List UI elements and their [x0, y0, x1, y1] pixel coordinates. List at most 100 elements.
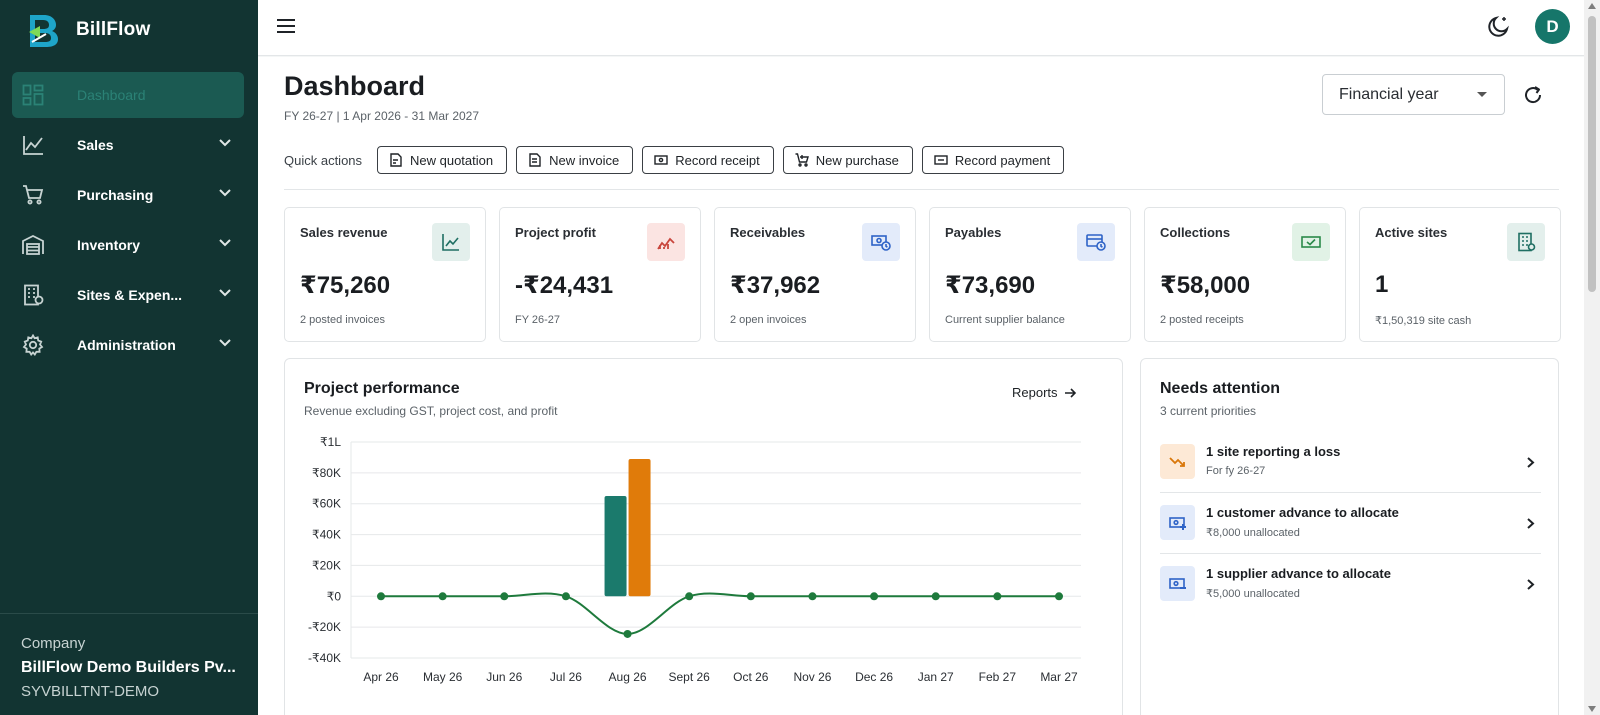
- line-point: [1055, 592, 1063, 601]
- sidebar-item-administration[interactable]: Administration: [12, 322, 244, 368]
- x-tick-label: Sept 26: [668, 670, 710, 684]
- attention-item-customer-advance[interactable]: 1 customer advance to allocate ₹8,000 un…: [1160, 493, 1541, 554]
- x-tick-label: Oct 26: [733, 670, 769, 684]
- new-quotation-label: New quotation: [410, 152, 494, 168]
- line-point: [870, 592, 879, 601]
- kpi-value: ₹75,260: [300, 272, 391, 299]
- dashboard-grid-icon: [20, 82, 46, 108]
- trend-up-icon: [432, 223, 470, 261]
- scroll-up-arrow-icon[interactable]: [1588, 3, 1596, 9]
- x-tick-label: Mar 27: [1040, 670, 1078, 684]
- kpi-card-collections[interactable]: Collections ₹58,000 2 posted receipts: [1144, 207, 1346, 342]
- line-point: [808, 592, 817, 601]
- chevron-down-icon: [219, 339, 231, 347]
- project-performance-card: Project performance Revenue excluding GS…: [284, 358, 1123, 715]
- kpi-value: ₹73,690: [945, 272, 1036, 299]
- company-panel[interactable]: Company BillFlow Demo Builders Pv... SYV…: [0, 613, 258, 715]
- performance-title: Project performance: [304, 380, 460, 397]
- x-tick-label: Apr 26: [363, 670, 399, 684]
- sidebar: BillFlow Dashboard Sales: [0, 0, 258, 715]
- chevron-right-icon: [1527, 457, 1535, 468]
- x-tick-label: Nov 26: [793, 670, 831, 684]
- bar: [628, 458, 651, 597]
- reports-link[interactable]: Reports: [1012, 385, 1077, 400]
- cash-plus-icon: [1160, 505, 1195, 540]
- app-name: BillFlow: [76, 19, 151, 40]
- y-tick-label: ₹80K: [312, 466, 341, 480]
- x-tick-label: Jun 26: [486, 670, 522, 684]
- kpi-note: 2 posted invoices: [300, 314, 385, 326]
- record-receipt-label: Record receipt: [675, 152, 760, 168]
- y-tick-label: ₹0: [327, 589, 342, 603]
- quotation-icon: [389, 153, 403, 167]
- cart-plus-icon: [795, 153, 809, 167]
- kpi-card-project-profit[interactable]: Project profit -₹24,431 FY 26-27: [499, 207, 701, 342]
- main-content: Dashboard FY 26-27 | 1 Apr 2026 - 31 Mar…: [258, 57, 1584, 715]
- line-point: [685, 592, 694, 601]
- building-icon: [20, 282, 46, 308]
- record-payment-button[interactable]: Record payment: [921, 146, 1065, 174]
- y-tick-label: -₹20K: [308, 620, 341, 634]
- attention-item-note: ₹8,000 unallocated: [1206, 527, 1300, 539]
- gear-icon: [20, 332, 46, 358]
- chevron-down-icon: [219, 289, 231, 297]
- kpi-row: Sales revenue ₹75,260 2 posted invoices …: [284, 207, 1561, 342]
- user-avatar[interactable]: D: [1535, 9, 1570, 44]
- attention-item-supplier-advance[interactable]: 1 supplier advance to allocate ₹5,000 un…: [1160, 554, 1541, 615]
- record-receipt-button[interactable]: Record receipt: [642, 146, 774, 174]
- dark-mode-moon-icon[interactable]: [1485, 14, 1511, 40]
- kpi-card-payables[interactable]: Payables ₹73,690 Current supplier balanc…: [929, 207, 1131, 342]
- performance-subtitle: Revenue excluding GST, project cost, and…: [304, 404, 558, 418]
- brand[interactable]: BillFlow: [0, 0, 258, 60]
- kpi-note: ₹1,50,319 site cash: [1375, 315, 1472, 327]
- attention-item-site-loss[interactable]: 1 site reporting a loss For fy 26-27: [1160, 432, 1541, 493]
- sidebar-item-dashboard[interactable]: Dashboard: [12, 72, 244, 118]
- sidebar-item-sales[interactable]: Sales: [12, 122, 244, 168]
- line-point: [931, 592, 940, 601]
- sidebar-item-purchasing[interactable]: Purchasing: [12, 172, 244, 218]
- sidebar-item-sites-expenses[interactable]: Sites & Expen...: [12, 272, 244, 318]
- quick-actions: New quotation New invoice Record receipt…: [377, 146, 1065, 174]
- cash-clock-icon: [862, 223, 900, 261]
- needs-attention-card: Needs attention 3 current priorities 1 s…: [1140, 358, 1559, 715]
- sidebar-item-label: Inventory: [77, 237, 141, 253]
- chevron-down-icon: [219, 239, 231, 247]
- kpi-note: 2 posted receipts: [1160, 314, 1244, 326]
- company-code: SYVBILLTNT-DEMO: [21, 683, 160, 700]
- kpi-value: ₹58,000: [1160, 272, 1251, 299]
- kpi-card-sales-revenue[interactable]: Sales revenue ₹75,260 2 posted invoices: [284, 207, 486, 342]
- line-point: [438, 592, 447, 601]
- new-quotation-button[interactable]: New quotation: [377, 146, 508, 174]
- y-tick-label: ₹40K: [312, 528, 341, 542]
- kpi-card-active-sites[interactable]: Active sites 1 ₹1,50,319 site cash: [1359, 207, 1561, 342]
- hamburger-menu-icon[interactable]: [276, 16, 296, 36]
- y-tick-label: ₹60K: [312, 497, 341, 511]
- sidebar-item-inventory[interactable]: Inventory: [12, 222, 244, 268]
- y-tick-label: ₹20K: [312, 558, 341, 572]
- record-payment-label: Record payment: [954, 152, 1051, 168]
- page-scrollbar[interactable]: [1584, 0, 1600, 715]
- company-label: Company: [21, 635, 86, 652]
- x-tick-label: Aug 26: [609, 670, 647, 684]
- card-clock-icon: [1077, 223, 1115, 261]
- chevron-right-icon: [1527, 579, 1535, 590]
- page-title: Dashboard: [284, 71, 426, 101]
- kpi-note: 2 open invoices: [730, 314, 807, 326]
- line-point: [746, 592, 755, 601]
- arrow-right-icon: [1064, 387, 1076, 398]
- kpi-card-receivables[interactable]: Receivables ₹37,962 2 open invoices: [714, 207, 916, 342]
- scroll-down-arrow-icon[interactable]: [1588, 706, 1596, 712]
- chevron-right-icon: [1527, 518, 1535, 529]
- attention-item-note: ₹5,000 unallocated: [1206, 588, 1300, 600]
- line-point: [623, 629, 632, 638]
- period-select[interactable]: Financial year: [1322, 74, 1505, 115]
- refresh-icon[interactable]: [1522, 84, 1544, 106]
- attention-item-text: 1 site reporting a loss: [1206, 444, 1341, 459]
- new-invoice-button[interactable]: New invoice: [516, 146, 634, 174]
- attention-item-text: 1 customer advance to allocate: [1206, 505, 1399, 520]
- new-purchase-button[interactable]: New purchase: [782, 146, 913, 174]
- billflow-logo-icon: [29, 15, 58, 47]
- kpi-value: ₹37,962: [730, 272, 821, 299]
- reports-link-label: Reports: [1012, 385, 1058, 400]
- scrollbar-thumb[interactable]: [1588, 16, 1596, 292]
